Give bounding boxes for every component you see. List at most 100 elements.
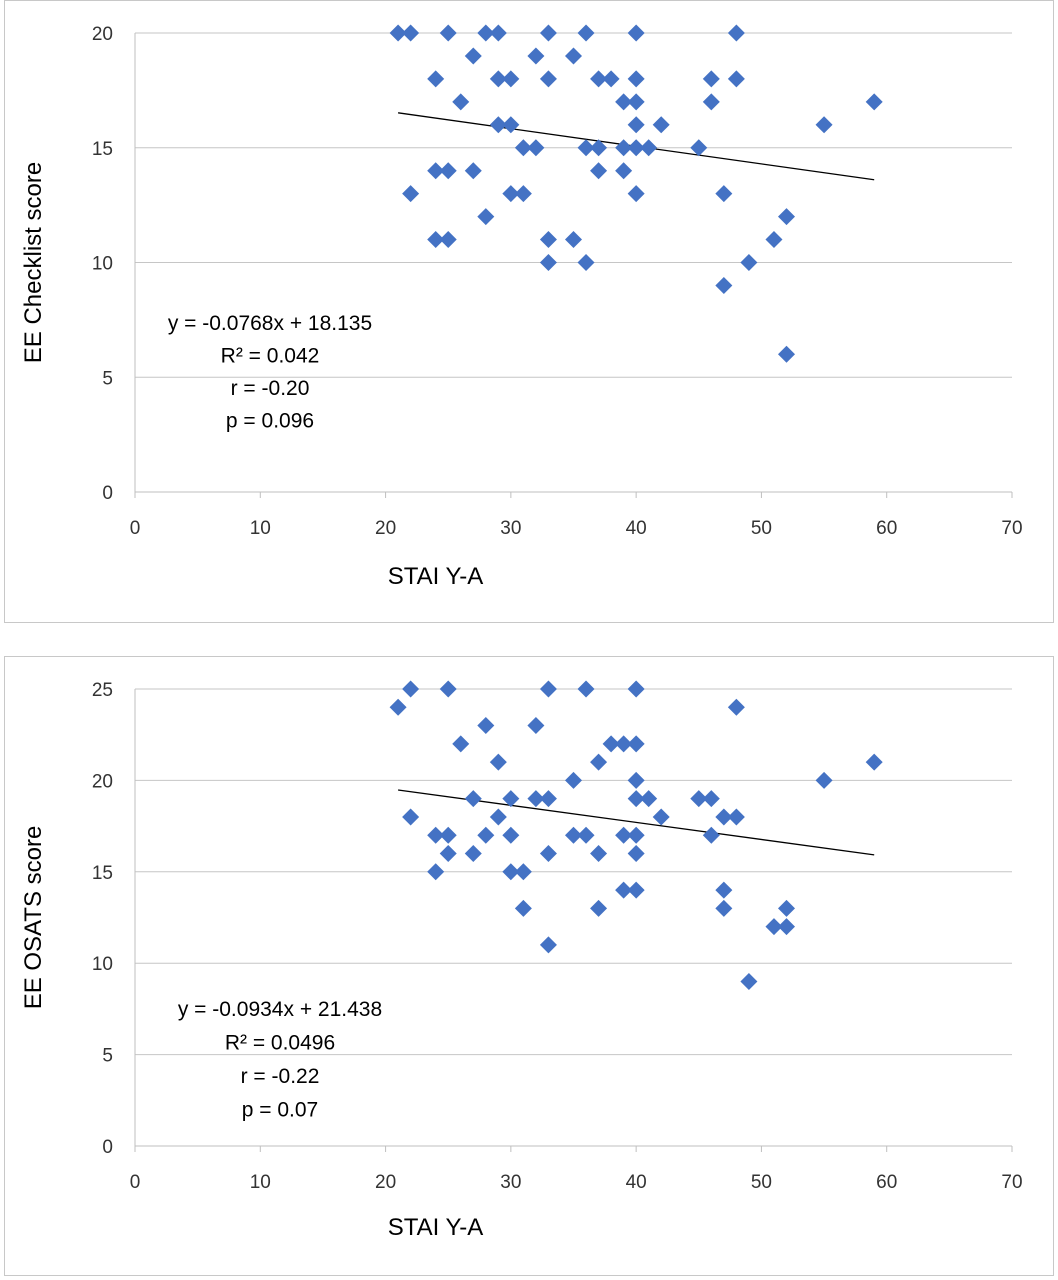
- data-point: [427, 863, 445, 881]
- data-point: [439, 162, 457, 180]
- data-point: [502, 185, 520, 203]
- data-point: [489, 808, 507, 826]
- x-tick-label: 10: [250, 518, 271, 539]
- data-point: [527, 139, 545, 157]
- data-point: [577, 826, 595, 844]
- data-point: [715, 899, 733, 917]
- data-point: [439, 24, 457, 42]
- data-point: [477, 826, 495, 844]
- data-point: [539, 936, 557, 954]
- data-point: [715, 808, 733, 826]
- data-point: [402, 680, 420, 698]
- data-point: [627, 139, 645, 157]
- data-point: [727, 808, 745, 826]
- x-tick-label: 70: [1001, 518, 1022, 539]
- y-tick-label: 0: [102, 1137, 113, 1158]
- data-point: [815, 771, 833, 789]
- data-point: [590, 139, 608, 157]
- data-point: [514, 139, 532, 157]
- data-point: [439, 845, 457, 863]
- regression-annotation: r = -0.20: [231, 377, 310, 400]
- data-point: [514, 863, 532, 881]
- data-point: [690, 139, 708, 157]
- data-point: [464, 47, 482, 65]
- regression-annotation: R² = 0.042: [221, 345, 320, 368]
- data-point: [452, 735, 470, 753]
- x-tick-label: 30: [500, 1172, 521, 1193]
- data-point: [427, 70, 445, 88]
- x-axis-title: STAI Y-A: [388, 1214, 484, 1241]
- data-point: [765, 231, 783, 249]
- data-point: [577, 680, 595, 698]
- data-point: [464, 790, 482, 808]
- y-tick-label: 10: [92, 954, 113, 975]
- y-tick-label: 15: [92, 863, 113, 884]
- data-point: [727, 70, 745, 88]
- data-point: [527, 47, 545, 65]
- x-axis-title: STAI Y-A: [388, 563, 484, 590]
- data-point: [627, 70, 645, 88]
- data-point: [464, 845, 482, 863]
- y-tick-label: 20: [92, 24, 113, 45]
- data-point: [439, 231, 457, 249]
- data-point: [577, 254, 595, 271]
- data-point: [615, 881, 633, 899]
- data-point: [427, 231, 445, 249]
- x-tick-label: 0: [130, 518, 141, 539]
- data-point: [690, 790, 708, 808]
- data-point: [715, 185, 733, 203]
- data-point: [590, 753, 608, 771]
- data-point: [702, 70, 720, 88]
- data-point: [577, 24, 595, 42]
- data-point: [590, 162, 608, 180]
- data-point: [539, 24, 557, 42]
- x-tick-label: 40: [626, 518, 647, 539]
- data-point: [502, 70, 520, 88]
- data-point: [765, 918, 783, 936]
- data-point: [652, 808, 670, 826]
- data-point: [652, 116, 670, 134]
- data-point: [815, 116, 833, 134]
- data-point: [590, 70, 608, 88]
- x-tick-label: 30: [500, 518, 521, 539]
- data-point: [627, 735, 645, 753]
- y-tick-label: 25: [92, 680, 113, 701]
- data-point: [777, 918, 795, 936]
- data-point: [627, 24, 645, 42]
- data-point: [627, 680, 645, 698]
- x-tick-label: 60: [876, 1172, 897, 1193]
- data-point: [464, 162, 482, 180]
- data-point: [715, 881, 733, 899]
- data-point: [489, 753, 507, 771]
- y-tick-label: 15: [92, 139, 113, 160]
- data-point: [477, 24, 495, 42]
- data-point: [777, 345, 795, 363]
- y-tick-label: 0: [102, 483, 113, 504]
- data-point: [627, 185, 645, 203]
- y-axis-title: EE OSATS score: [20, 826, 47, 1010]
- data-point: [539, 845, 557, 863]
- regression-annotation: y = -0.0934x + 21.438: [178, 998, 382, 1021]
- data-point: [727, 698, 745, 716]
- data-point: [777, 899, 795, 917]
- data-point: [427, 826, 445, 844]
- data-point: [427, 162, 445, 180]
- data-point: [627, 116, 645, 134]
- y-tick-label: 5: [102, 368, 113, 389]
- data-point: [590, 899, 608, 917]
- data-point: [590, 845, 608, 863]
- data-point: [514, 899, 532, 917]
- chart-panel-checklist: 0 10 20 30 40 50 60 70 0 5 10 15 20 STAI Y-A EE Checkl…: [4, 0, 1054, 623]
- y-tick-label: 20: [92, 771, 113, 792]
- data-point: [615, 826, 633, 844]
- data-point: [439, 680, 457, 698]
- data-point: [539, 680, 557, 698]
- data-point: [402, 808, 420, 826]
- data-point: [577, 139, 595, 157]
- data-point: [389, 24, 407, 42]
- data-point: [565, 771, 582, 789]
- regression-annotation: r = -0.22: [241, 1065, 320, 1088]
- data-point: [740, 254, 758, 271]
- data-point: [389, 698, 407, 716]
- data-point: [502, 826, 520, 844]
